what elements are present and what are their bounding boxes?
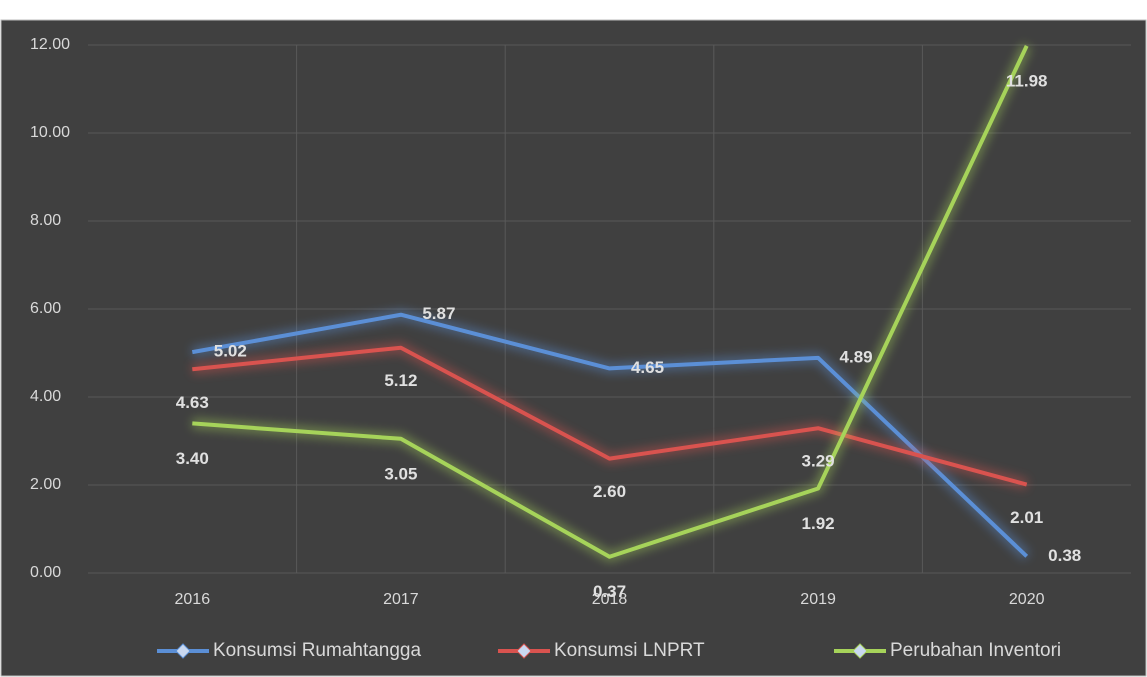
y-tick-label: 4.00 [30,388,61,405]
series-line [192,345,1028,487]
y-tick-label: 12.00 [30,36,70,53]
series-line [191,312,1029,558]
legend-label: Konsumsi LNPRT [554,640,705,661]
y-tick-label: 8.00 [30,212,61,229]
legend-item: Perubahan Inventori [834,640,1061,661]
x-tick-label: 2017 [383,591,419,608]
data-label: 0.37 [593,582,626,601]
legend-item: Konsumsi LNPRT [498,640,705,661]
y-tick-label: 6.00 [30,300,61,317]
data-label: 5.12 [384,371,417,390]
data-label: 1.92 [802,514,835,533]
x-tick-label: 2016 [175,591,211,608]
legend-label: Konsumsi Rumahtangga [213,640,421,661]
legend-label: Perubahan Inventori [890,640,1061,661]
x-tick-label: 2019 [800,591,836,608]
legend-item: Konsumsi Rumahtangga [157,640,421,661]
x-tick-label: 2018 [592,591,628,608]
data-label: 4.63 [176,393,209,412]
y-tick-label: 10.00 [30,124,70,141]
data-label: 3.29 [802,452,835,471]
series-line [192,45,1029,559]
y-tick-label: 2.00 [30,476,61,493]
legend-marker [516,643,532,659]
data-label: 2.01 [1010,508,1043,527]
data-label: 2.60 [593,482,626,501]
data-label: 0.38 [1048,546,1081,565]
data-label: 5.87 [422,304,455,323]
data-label: 4.89 [840,347,873,366]
legend-marker [852,643,868,659]
data-label: 5.02 [214,342,247,361]
data-label: 3.40 [176,449,209,468]
legend-marker [175,643,191,659]
data-label: 3.05 [384,464,417,483]
x-tick-label: 2020 [1009,591,1045,608]
y-tick-label: 0.00 [30,564,61,581]
chart-background [0,19,1147,677]
data-label: 11.98 [1006,71,1048,90]
data-label: 4.65 [631,358,664,377]
